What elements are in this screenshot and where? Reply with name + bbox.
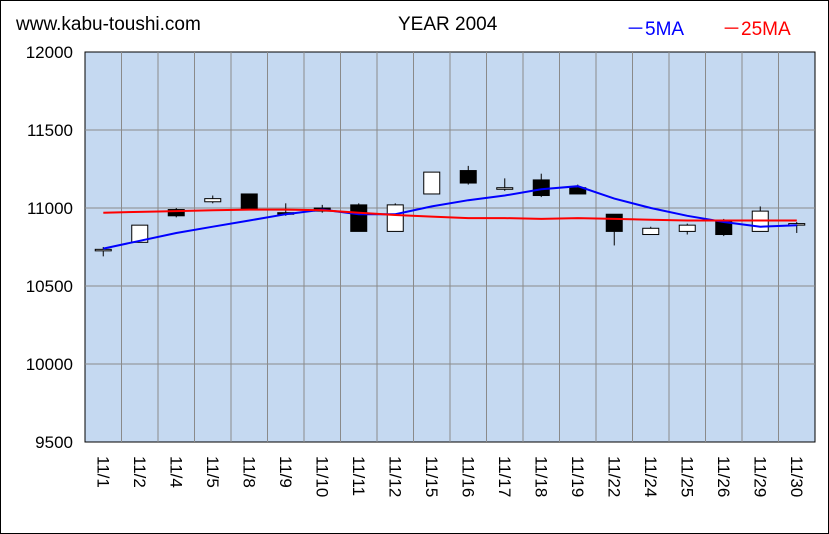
x-tick-label: 11/11 [349, 456, 368, 496]
x-tick-label: 11/16 [458, 456, 477, 497]
x-tick-label: 11/9 [276, 456, 295, 488]
candle-body [678, 224, 696, 232]
candle-body [496, 187, 514, 190]
legend-25ma-label: 25MA [741, 19, 791, 40]
legend-5ma: －5MA [626, 19, 685, 40]
legend-5ma-label: 5MA [645, 19, 685, 40]
candle-body [532, 179, 550, 197]
x-tick-label: 11/8 [239, 456, 258, 488]
candle-body [605, 213, 623, 232]
y-tick-label: 12000 [26, 43, 73, 62]
candle-body [569, 187, 587, 195]
x-tick-label: 11/1 [93, 456, 112, 488]
y-tick-label: 10500 [26, 277, 73, 296]
x-tick-label: 11/30 [787, 456, 806, 497]
candle-body [240, 193, 258, 211]
ma5-line [103, 185, 797, 250]
candle-body [94, 248, 112, 252]
x-tick-label: 11/18 [531, 456, 550, 497]
candle-body [204, 198, 222, 203]
x-tick-label: 11/26 [714, 456, 733, 497]
x-tick-label: 11/22 [604, 456, 623, 497]
candle-body [131, 224, 149, 243]
x-tick-label: 11/10 [312, 456, 331, 497]
candle-body [459, 170, 477, 184]
y-tick-label: 11500 [27, 121, 73, 140]
legend-25ma: －25MA [722, 19, 791, 40]
site-url: www.kabu-toushi.com [16, 14, 201, 35]
x-tick-label: 11/24 [641, 456, 660, 497]
candle-body [642, 227, 660, 236]
y-tick-label: 9500 [35, 433, 73, 452]
x-tick-label: 11/5 [203, 456, 222, 488]
y-tick-label: 10000 [26, 355, 73, 374]
y-tick-label: 11000 [27, 199, 73, 218]
x-tick-label: 11/19 [568, 456, 587, 497]
candle-body [350, 204, 368, 232]
x-tick-label: 11/25 [677, 456, 696, 497]
x-tick-label: 11/12 [385, 456, 404, 497]
x-tick-label: 11/29 [750, 456, 769, 497]
candle-body [386, 204, 404, 232]
ma25-line [103, 208, 797, 222]
candle-body [423, 171, 441, 195]
candle-body [167, 209, 185, 217]
x-tick-label: 11/17 [495, 456, 514, 497]
x-tick-label: 11/15 [422, 456, 441, 497]
chart-title: YEAR 2004 [398, 14, 498, 35]
x-tick-label: 11/2 [130, 456, 149, 488]
x-tick-label: 11/4 [166, 456, 185, 488]
